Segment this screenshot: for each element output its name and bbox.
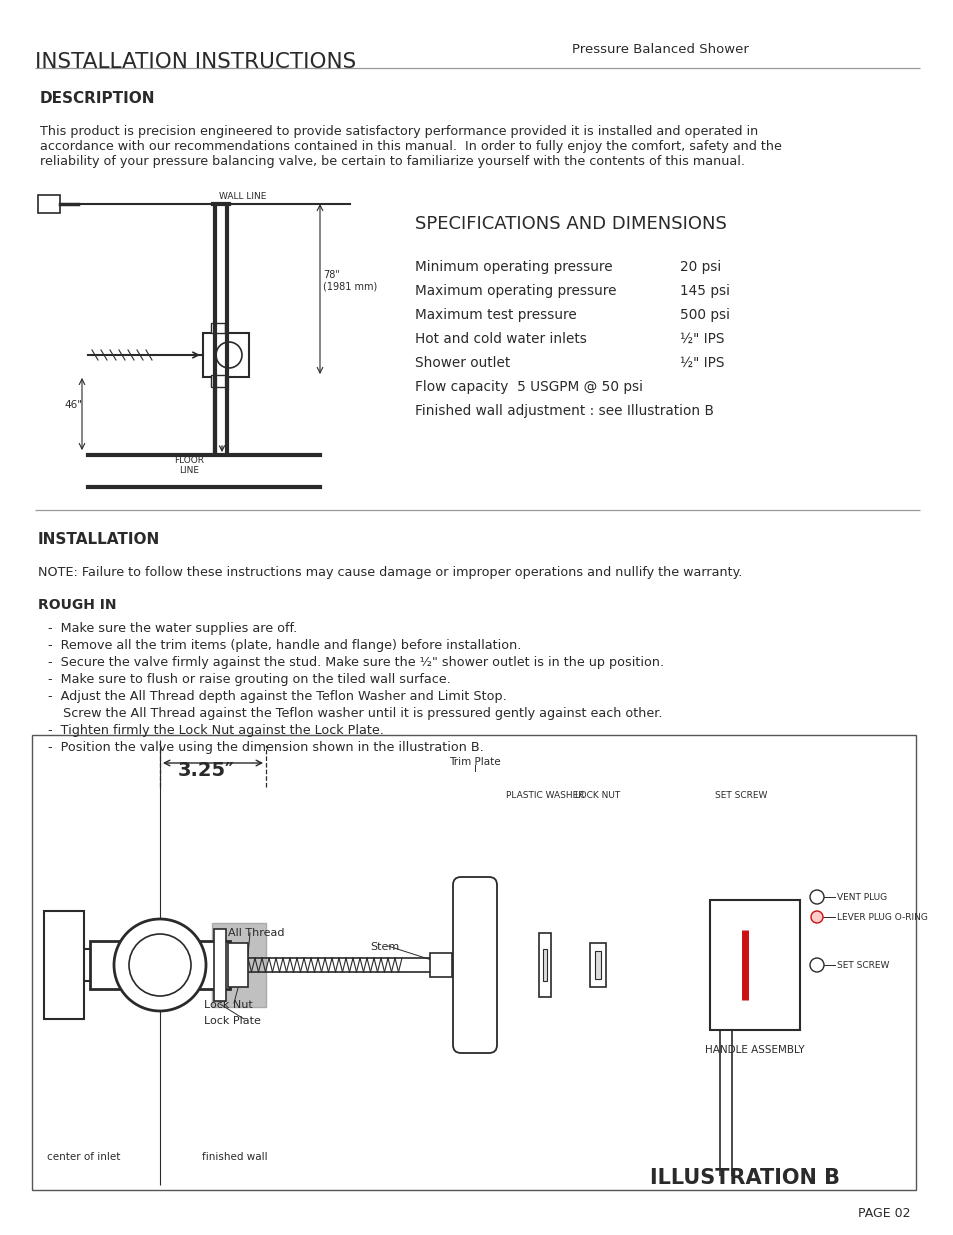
- Circle shape: [129, 934, 191, 995]
- Circle shape: [809, 958, 823, 972]
- Text: -  Adjust the All Thread depth against the Teflon Washer and Limit Stop.: - Adjust the All Thread depth against th…: [48, 690, 506, 703]
- Text: Shower outlet: Shower outlet: [415, 356, 510, 370]
- Text: Maximum operating pressure: Maximum operating pressure: [415, 284, 616, 298]
- Bar: [430, 953, 452, 977]
- Text: ½" IPS: ½" IPS: [679, 356, 723, 370]
- Text: NOTE: Failure to follow these instructions may cause damage or improper operatio: NOTE: Failure to follow these instructio…: [38, 566, 741, 579]
- Text: ILLUSTRATION B: ILLUSTRATION B: [649, 1168, 840, 1188]
- Bar: [213, 929, 226, 1002]
- Text: Screw the All Thread against the Teflon washer until it is pressured gently agai: Screw the All Thread against the Teflon …: [63, 706, 661, 720]
- Text: -  Tighten firmly the Lock Nut against the Lock Plate.: - Tighten firmly the Lock Nut against th…: [48, 724, 383, 737]
- Text: Minimum operating pressure: Minimum operating pressure: [415, 261, 612, 274]
- Circle shape: [809, 890, 823, 904]
- Text: Flow capacity  5 USGPM @ 50 psi: Flow capacity 5 USGPM @ 50 psi: [415, 380, 642, 394]
- Text: VENT PLUG: VENT PLUG: [836, 893, 886, 902]
- Text: Lock Plate: Lock Plate: [204, 1016, 260, 1026]
- Text: ROUGH IN: ROUGH IN: [38, 598, 116, 613]
- Bar: [211, 375, 227, 387]
- Bar: [203, 333, 249, 377]
- Bar: [542, 948, 546, 981]
- Text: finished wall: finished wall: [202, 1152, 268, 1162]
- Text: LOCK NUT: LOCK NUT: [575, 790, 620, 800]
- Text: Trim Plate: Trim Plate: [449, 757, 500, 767]
- Text: WALL LINE: WALL LINE: [219, 191, 266, 201]
- Bar: [211, 324, 225, 333]
- Text: 78"
(1981 mm): 78" (1981 mm): [323, 270, 376, 291]
- Text: Maximum test pressure: Maximum test pressure: [415, 308, 577, 322]
- Text: Hot and cold water inlets: Hot and cold water inlets: [415, 332, 586, 346]
- Text: Finished wall adjustment : see Illustration B: Finished wall adjustment : see Illustrat…: [415, 404, 713, 417]
- Text: Stem: Stem: [370, 942, 399, 952]
- Bar: [90, 941, 230, 989]
- Bar: [44, 911, 84, 1019]
- Text: SPECIFICATIONS AND DIMENSIONS: SPECIFICATIONS AND DIMENSIONS: [415, 215, 726, 233]
- Text: 20 psi: 20 psi: [679, 261, 720, 274]
- Text: SET SCREW: SET SCREW: [836, 961, 888, 969]
- Text: ½" IPS: ½" IPS: [679, 332, 723, 346]
- Text: reliability of your pressure balancing valve, be certain to familiarize yourself: reliability of your pressure balancing v…: [40, 156, 744, 168]
- FancyBboxPatch shape: [453, 877, 497, 1053]
- Text: SET SCREW: SET SCREW: [714, 790, 766, 800]
- Bar: [212, 923, 266, 1007]
- Text: center of inlet: center of inlet: [47, 1152, 120, 1162]
- Bar: [228, 944, 248, 987]
- Text: 500 psi: 500 psi: [679, 308, 729, 322]
- Text: -  Make sure to flush or raise grouting on the tiled wall surface.: - Make sure to flush or raise grouting o…: [48, 673, 450, 685]
- Bar: [595, 951, 600, 979]
- Bar: [709, 900, 800, 1030]
- Text: Pressure Balanced Shower: Pressure Balanced Shower: [572, 43, 748, 56]
- Text: accordance with our recommendations contained in this manual.  In order to fully: accordance with our recommendations cont…: [40, 140, 781, 153]
- Text: FLOOR
LINE: FLOOR LINE: [173, 456, 204, 475]
- Text: 3.25″: 3.25″: [178, 761, 234, 781]
- Text: INSTALLATION: INSTALLATION: [38, 532, 160, 547]
- Text: -  Secure the valve firmly against the stud. Make sure the ½" shower outlet is i: - Secure the valve firmly against the st…: [48, 656, 663, 669]
- Text: 145 psi: 145 psi: [679, 284, 729, 298]
- Bar: [589, 944, 605, 987]
- Text: LEVER PLUG O-RING: LEVER PLUG O-RING: [836, 913, 927, 923]
- Bar: [538, 932, 551, 997]
- Text: DESCRIPTION: DESCRIPTION: [40, 91, 155, 106]
- Text: PLASTIC WASHER: PLASTIC WASHER: [505, 790, 583, 800]
- Text: 46": 46": [64, 400, 82, 410]
- Text: This product is precision engineered to provide satisfactory performance provide: This product is precision engineered to …: [40, 125, 758, 138]
- Text: INSTALLATION INSTRUCTIONS: INSTALLATION INSTRUCTIONS: [35, 52, 355, 72]
- Text: -  Remove all the trim items (plate, handle and flange) before installation.: - Remove all the trim items (plate, hand…: [48, 638, 521, 652]
- Text: -  Make sure the water supplies are off.: - Make sure the water supplies are off.: [48, 622, 297, 635]
- Bar: [32, 735, 915, 1191]
- Circle shape: [215, 342, 242, 368]
- Text: HANDLE ASSEMBLY: HANDLE ASSEMBLY: [704, 1045, 804, 1055]
- Circle shape: [810, 911, 822, 923]
- Circle shape: [113, 919, 206, 1011]
- Text: -  Position the valve using the dimension shown in the illustration B.: - Position the valve using the dimension…: [48, 741, 483, 755]
- Text: PAGE 02: PAGE 02: [857, 1207, 909, 1220]
- Bar: [38, 195, 60, 212]
- Text: Lock Nut: Lock Nut: [204, 1000, 253, 1010]
- Text: All Thread: All Thread: [228, 927, 284, 939]
